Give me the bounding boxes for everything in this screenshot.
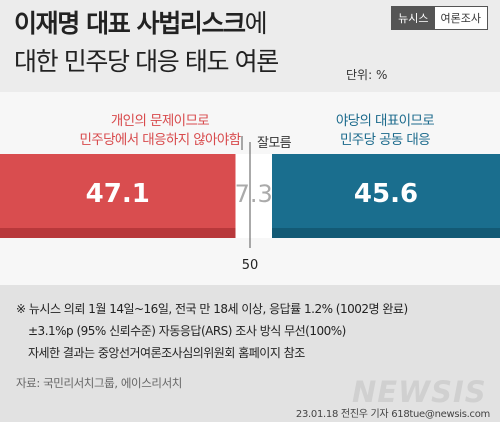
- right-label-line1: 야당의 대표이므로: [335, 113, 435, 129]
- bar-value-left: 47.1: [86, 179, 150, 209]
- note-line-2: ±3.1%p (95% 신뢰수준) 자동응답(ARS) 조사 방식 무선(100…: [28, 324, 346, 338]
- bar-value-middle: 7.3: [235, 180, 273, 208]
- bar-segment-middle: [235, 154, 272, 238]
- footer-panel: [0, 285, 500, 422]
- bar-value-right: 45.6: [354, 179, 418, 209]
- page-title-line2: 대한 민주당 대응 태도 여론: [14, 47, 279, 76]
- title-suffix: 에: [244, 9, 268, 38]
- credit-text: 23.01.18 전진우 기자 618tue@newsis.com: [295, 409, 490, 420]
- center-tick-label: 50: [242, 258, 259, 273]
- brand-part2: 여론조사: [434, 7, 487, 29]
- page-title-line1: 이재명 대표 사법리스크에: [14, 4, 268, 40]
- note-line-1: ※ 뉴시스 의뢰 1월 14일~16일, 전국 만 18세 이상, 응답률 1.…: [16, 302, 408, 316]
- right-label-line2: 민주당 공동 대응: [339, 132, 431, 148]
- title-bold: 이재명 대표 사법리스크: [14, 9, 246, 38]
- bar-segment-left: [0, 154, 236, 238]
- chart-area: 47.1 7.3 45.6 50: [0, 92, 500, 285]
- bar-segment-right: [272, 154, 500, 238]
- source-text: 자료: 국민리서치그룹, 에이스리서치: [16, 376, 182, 390]
- left-label-line2: 민주당에서 대응하지 않아야함: [79, 132, 241, 148]
- bar-segment-left-shade: [0, 228, 236, 238]
- brand-badge: 뉴시스 여론조사: [391, 6, 488, 30]
- left-label-line1: 개인의 문제이므로: [110, 113, 210, 129]
- newsis-logo: NEWSIS: [352, 375, 487, 409]
- middle-category-label: 잘모름: [256, 136, 292, 151]
- note-line-3: 자세한 결과는 중앙선거여론조사심의위원회 홈페이지 참조: [28, 346, 305, 360]
- brand-part1: 뉴시스: [392, 7, 435, 29]
- unit-label: 단위: %: [346, 68, 388, 82]
- left-category-label: 개인의 문제이므로 민주당에서 대응하지 않아야함: [60, 112, 260, 150]
- right-category-label: 야당의 대표이므로 민주당 공동 대응: [300, 112, 470, 150]
- bar-segment-right-shade: [272, 228, 500, 238]
- stacked-bar-chart: 47.1 7.3 45.6 50: [0, 136, 500, 273]
